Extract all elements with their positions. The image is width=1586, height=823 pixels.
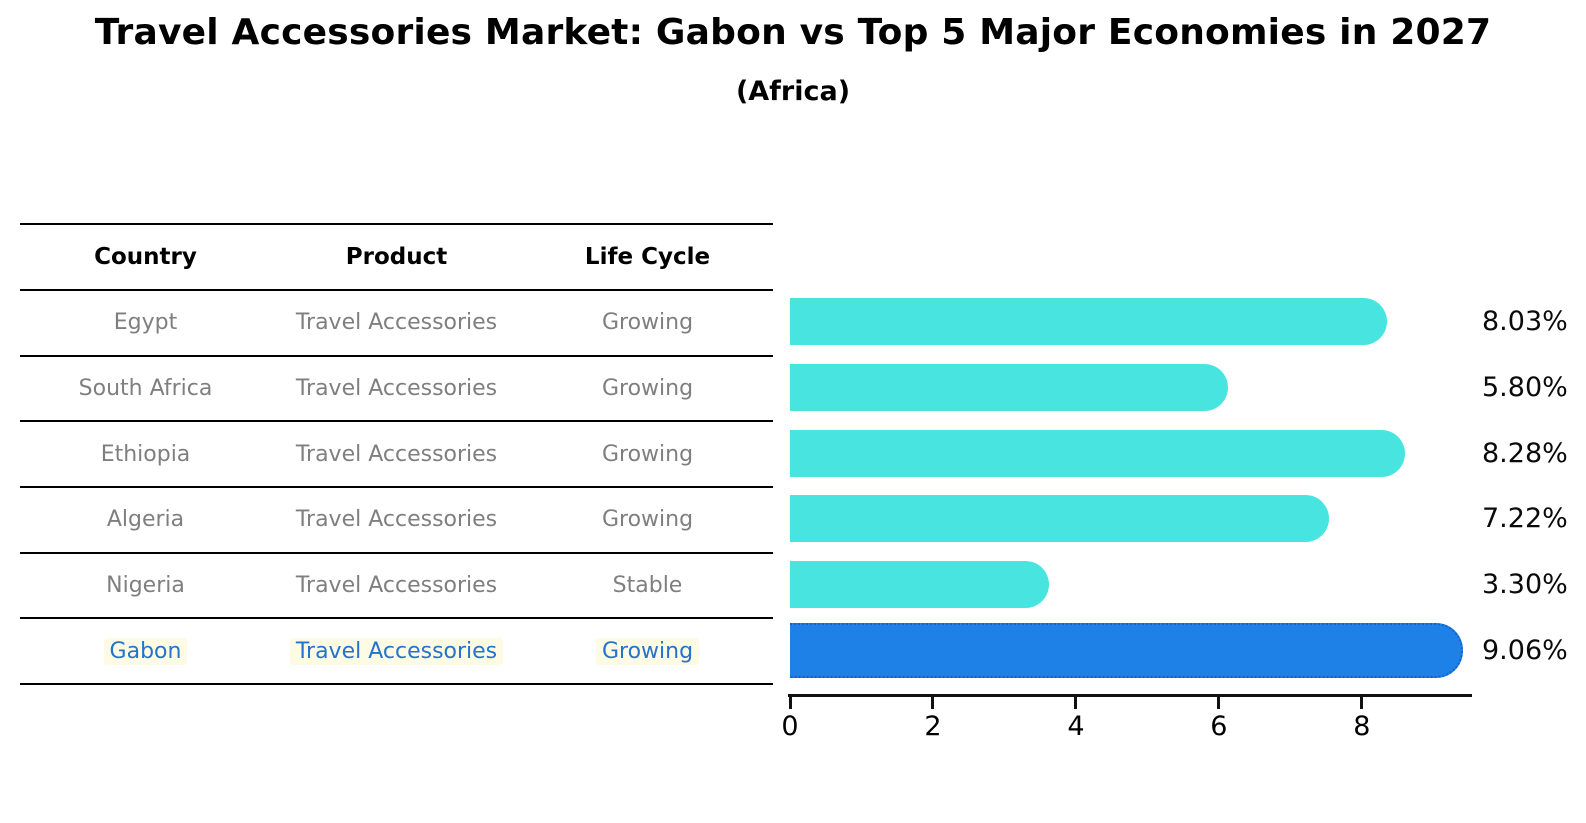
table-header-row: Country Product Life Cycle [20,225,773,291]
bar-row-nigeria [790,552,1470,618]
bar-chart [790,289,1470,683]
table-cell-lifecycle: Growing [601,507,694,533]
bar-row-gabon [790,617,1470,683]
table-cell-product: Travel Accessories [271,637,522,665]
table-cell-product: Travel Accessories [295,376,498,402]
bar-south-africa [790,364,1228,412]
table-cell-lifecycle: Growing [601,310,694,336]
tick-label: 0 [781,711,799,742]
table-row-gabon: Gabon Travel Accessories Growing [20,619,773,686]
table-row-south-africa: South Africa Travel Accessories Growing [20,357,773,423]
bar-row-south-africa [790,355,1470,421]
table-cell-country: Gabon [20,637,271,665]
tick-label: 4 [1067,711,1085,742]
value-label-egypt: 8.03% [1482,306,1568,338]
table-row-ethiopia: Ethiopia Travel Accessories Growing [20,422,773,489]
table-cell-product: Travel Accessories [295,310,498,336]
page-title: Travel Accessories Market: Gabon vs Top … [94,12,1492,53]
bar-gabon-highlighted [790,622,1463,678]
page-subtitle: (Africa) [735,76,851,107]
table-row-nigeria: Nigeria Travel Accessories Stable [20,554,773,620]
header-cell-country: Country [94,244,197,270]
table-cell-lifecycle: Growing [522,637,773,665]
table-cell-lifecycle: Growing [601,441,694,467]
tick-label: 8 [1353,711,1371,742]
bar-row-algeria [790,486,1470,552]
bar-row-ethiopia [790,420,1470,486]
table-cell-country: South Africa [78,376,213,402]
tick-label: 2 [924,711,942,742]
value-label-ethiopia: 8.28% [1482,437,1568,469]
header-cell-lifecycle: Life Cycle [584,244,711,270]
table-cell-product: Travel Accessories [295,507,498,533]
value-label-algeria: 7.22% [1482,503,1568,535]
table-cell-lifecycle: Growing [601,376,694,402]
data-table: Country Product Life Cycle Egypt Travel … [20,223,773,686]
table-cell-country: Egypt [113,310,178,336]
bar-ethiopia [790,429,1405,477]
bar-algeria [790,495,1330,543]
x-axis [788,694,1472,697]
table-cell-product: Travel Accessories [295,573,498,599]
table-cell-country: Algeria [106,507,185,533]
bar-row-egypt [790,289,1470,355]
bar-nigeria [790,561,1049,609]
value-label-south-africa: 5.80% [1482,372,1568,404]
table-row-egypt: Egypt Travel Accessories Growing [20,291,773,357]
bar-egypt [790,298,1387,346]
table-cell-product: Travel Accessories [295,441,498,467]
table-row-algeria: Algeria Travel Accessories Growing [20,488,773,554]
value-labels-column: 8.03% 5.80% 8.28% 7.22% 3.30% 9.06% [1482,289,1586,683]
header-cell-product: Product [345,244,448,270]
tick-label: 6 [1210,711,1228,742]
value-label-nigeria: 3.30% [1482,569,1568,601]
table-cell-country: Ethiopia [100,441,191,467]
table-cell-country: Nigeria [106,573,185,599]
value-label-gabon: 9.06% [1482,634,1568,666]
table-cell-lifecycle: Stable [612,573,683,599]
